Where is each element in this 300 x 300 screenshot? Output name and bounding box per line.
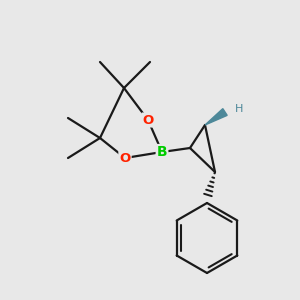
Text: B: B bbox=[157, 145, 167, 159]
Polygon shape bbox=[205, 109, 227, 125]
Text: O: O bbox=[119, 152, 130, 164]
Text: H: H bbox=[235, 104, 243, 114]
Text: O: O bbox=[142, 113, 154, 127]
